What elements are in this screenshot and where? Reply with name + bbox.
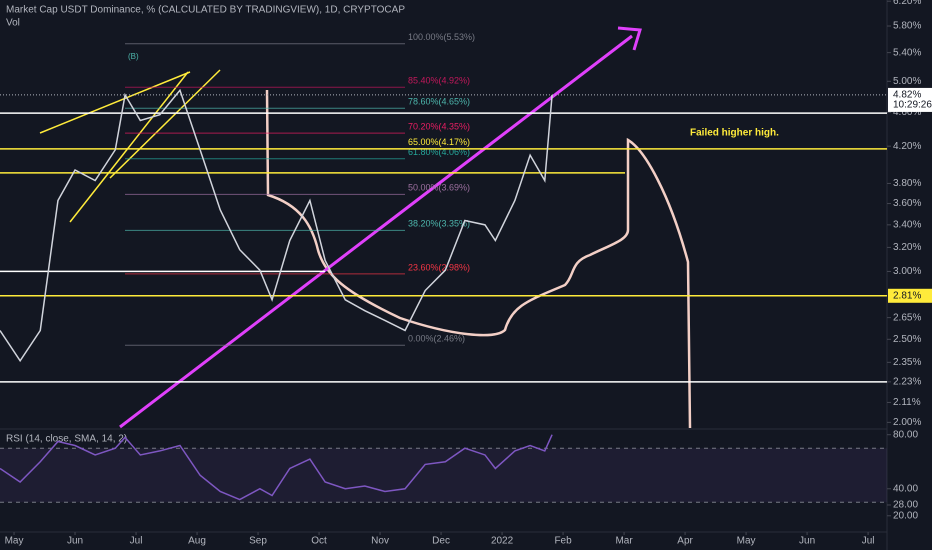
x-tick-label: Sep (249, 536, 267, 547)
chart-title: Market Cap USDT Dominance, % (CALCULATED… (6, 5, 405, 16)
wedge-line (109, 69, 221, 179)
y-tick-label: 2.23% (893, 376, 921, 387)
x-tick-label: Aug (188, 536, 206, 547)
x-tick-label: May (737, 536, 756, 547)
price-label-box (888, 288, 932, 303)
y-tick-label: 3.40% (893, 219, 921, 230)
series-line (0, 88, 553, 363)
countdown: 10:29:26 (893, 100, 932, 111)
price-label: 2.81% (893, 290, 921, 301)
y-tick-label: 2.11% (893, 397, 921, 408)
x-tick-label: 2022 (491, 536, 514, 547)
x-tick-label: Oct (311, 536, 327, 547)
fib-label: 38.20%(3.35%) (408, 219, 470, 229)
x-tick-label: Jun (799, 536, 815, 547)
y-tick-label: 3.60% (893, 198, 921, 209)
annotation: Failed higher high. (690, 128, 779, 139)
fib-label: 78.60%(4.65%) (408, 97, 470, 107)
y-tick-label: 6.20% (893, 0, 921, 7)
rsi-title: RSI (14, close, SMA, 14, 2) (6, 434, 127, 445)
annotation: (B) (128, 52, 139, 61)
x-tick-label: Feb (554, 536, 572, 547)
x-tick-label: Jul (862, 536, 875, 547)
x-tick-label: Dec (432, 536, 450, 547)
rsi-band (0, 448, 887, 503)
x-tick-label: Jun (67, 536, 83, 547)
y-tick-label: 28.00 (893, 500, 918, 511)
y-tick-label: 80.00 (893, 429, 918, 440)
last-price-label: 4.82% (893, 90, 921, 101)
x-tick-label: Mar (615, 536, 633, 547)
fib-label: 85.40%(4.92%) (408, 76, 470, 86)
fib-label: 61.80%(4.06%) (408, 147, 470, 157)
y-tick-label: 2.50% (893, 334, 921, 345)
y-tick-label: 3.80% (893, 178, 921, 189)
trend-arrow (119, 34, 633, 429)
fib-label: 100.00%(5.53%) (408, 32, 475, 42)
wedge-line (39, 71, 191, 134)
y-tick-label: 5.80% (893, 21, 921, 32)
last-price-box (888, 87, 932, 112)
y-tick-label: 40.00 (893, 483, 918, 494)
arrow-head (617, 26, 642, 51)
y-tick-label: 4.60% (893, 107, 921, 118)
y-tick-label: 5.00% (893, 76, 921, 87)
wedge-line (69, 71, 189, 223)
fib-label: 23.60%(2.98%) (408, 262, 470, 272)
series-line (0, 434, 553, 501)
hand-drawn-curve (265, 89, 692, 429)
y-tick-label: 4.20% (893, 141, 921, 152)
y-tick-label: 2.35% (893, 357, 921, 368)
y-tick-label: 2.65% (893, 312, 921, 323)
drawings (39, 26, 692, 429)
x-tick-label: May (5, 536, 24, 547)
y-tick-label: 3.00% (893, 266, 921, 277)
y-tick-label: 20.00 (893, 510, 918, 521)
x-tick-label: Apr (677, 536, 693, 547)
fib-label: 50.00%(3.69%) (408, 183, 470, 193)
fib-label: 65.00%(4.17%) (408, 137, 470, 147)
y-tick-label: 2.00% (893, 417, 921, 428)
y-tick-label: 5.40% (893, 47, 921, 58)
fib-label: 70.20%(4.35%) (408, 121, 470, 131)
x-tick-label: Jul (130, 536, 143, 547)
y-tick-label: 3.20% (893, 242, 921, 253)
volume-label: Vol (6, 18, 20, 29)
fib-label: 0.00%(2.46%) (408, 334, 465, 344)
x-tick-label: Nov (371, 536, 389, 547)
